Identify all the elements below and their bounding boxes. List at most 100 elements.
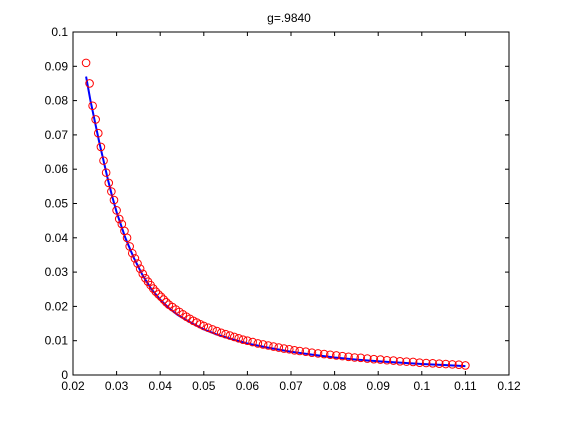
data-point [130,254,140,263]
data-point [96,142,106,152]
data-point [133,259,142,268]
data-point [319,349,329,359]
data-point [81,58,91,68]
data-point [85,79,94,88]
data-point [428,359,438,368]
data-point [243,336,252,346]
data-point [307,348,317,358]
data-point [212,326,222,336]
data-point [99,156,108,165]
data-point [135,264,145,273]
y-tick-label: 0.02 [45,299,69,313]
data-point [122,233,132,243]
data-point [350,353,359,362]
data-point [230,332,239,342]
y-tick-label: 0.08 [45,94,69,108]
data-point [128,248,137,258]
data-point [107,187,116,196]
data-point [91,115,100,124]
x-tick-label: 0.04 [149,379,173,393]
data-point [112,206,121,215]
data-point [389,356,398,365]
data-point [356,353,366,363]
data-point [408,357,418,367]
x-tick-label: 0.05 [192,379,216,393]
data-point [325,350,335,360]
data-point [295,346,305,356]
data-point [253,339,263,348]
data-point [395,356,405,366]
data-point [154,290,163,299]
data-point [199,321,209,331]
data-point [313,349,323,358]
data-point [156,292,166,302]
x-tick-label: 0.06 [236,379,260,393]
data-point [454,360,464,370]
data-point [225,331,235,340]
data-point [114,214,124,224]
data-point [269,342,278,351]
data-point [290,346,299,355]
fit-line [85,76,466,368]
y-tick-label: 0.1 [51,25,68,39]
y-tick-label: 0 [61,368,68,382]
data-point [402,357,411,366]
data-point [363,354,372,363]
data-point [274,343,284,352]
y-tick-label: 0.05 [45,197,69,211]
data-point [104,178,114,188]
chart-title: g=.9840 [267,11,311,25]
data-point [234,334,243,343]
data-point [382,355,392,365]
y-tick-label: 0.06 [45,162,69,176]
x-tick-label: 0.11 [454,379,477,393]
data-point [301,347,311,356]
data-point [332,351,341,360]
plot-marks [81,58,470,370]
data-point [151,287,161,296]
data-point [461,361,470,370]
x-tick-label: 0.07 [279,379,303,393]
data-point [148,284,158,293]
data-point [369,354,379,364]
x-tick-label: 0.08 [323,379,347,393]
y-tick-label: 0.01 [45,334,69,348]
data-point [162,297,171,307]
data-point [344,352,353,362]
data-point [203,323,213,332]
data-point [415,358,424,367]
y-tick-label: 0.09 [45,59,69,73]
data-point [338,351,347,361]
data-point [421,358,431,368]
data-point [448,360,457,369]
data-point [284,344,294,354]
data-point [221,329,230,339]
data-point [109,195,119,205]
data-point [441,359,451,369]
axis-ticks: 0.02 0.03 0.04 0.05 0.06 0.07 0.08 0.09 0.1 0.11 0… [45,25,521,393]
x-tick-label: 0.12 [497,379,521,393]
data-point [279,344,289,353]
y-tick-label: 0.04 [45,231,69,245]
data-point [434,359,444,368]
x-tick-label: 0.1 [413,379,430,393]
data-point [216,328,226,338]
data-point [88,101,97,111]
x-tick-label: 0.09 [367,379,391,393]
data-point [208,325,217,334]
data-point [376,355,385,364]
y-tick-label: 0.03 [45,265,69,279]
data-point [93,128,103,138]
data-point [101,168,111,177]
y-tick-label: 0.07 [45,128,69,142]
x-tick-label: 0.02 [61,379,85,393]
data-point [159,295,168,304]
data-point [264,341,273,350]
data-point [138,269,148,279]
axes-box [72,31,510,376]
x-tick-label: 0.03 [105,379,129,393]
data-point [238,335,248,344]
data-point [258,340,268,349]
